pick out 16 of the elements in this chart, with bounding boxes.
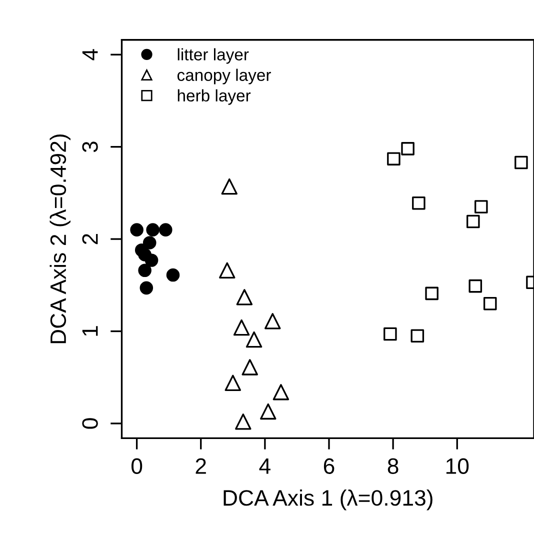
legend-label: herb layer bbox=[178, 89, 251, 105]
x-tick-label: 2 bbox=[196, 458, 206, 474]
x-axis-title: DCA Axis 1 (λ=0.913) bbox=[224, 489, 432, 510]
legend-label: canopy layer bbox=[177, 68, 271, 84]
x-tick-label: 4 bbox=[259, 458, 270, 474]
y-axis-title: DCA Axis 2 (λ=0.492) bbox=[50, 134, 70, 344]
y-tick-label: 2 bbox=[82, 234, 98, 244]
x-tick-label: 10 bbox=[446, 458, 469, 474]
y-tick-label: 4 bbox=[82, 49, 98, 60]
x-tick-label: 0 bbox=[131, 458, 142, 474]
y-tick-label: 1 bbox=[82, 326, 98, 336]
legend-label: litter layer bbox=[178, 48, 249, 64]
y-tick-label: 3 bbox=[82, 142, 98, 152]
y-tick-label: 0 bbox=[82, 418, 98, 429]
x-tick-label: 8 bbox=[388, 458, 398, 474]
x-tick-label: 6 bbox=[324, 458, 334, 474]
